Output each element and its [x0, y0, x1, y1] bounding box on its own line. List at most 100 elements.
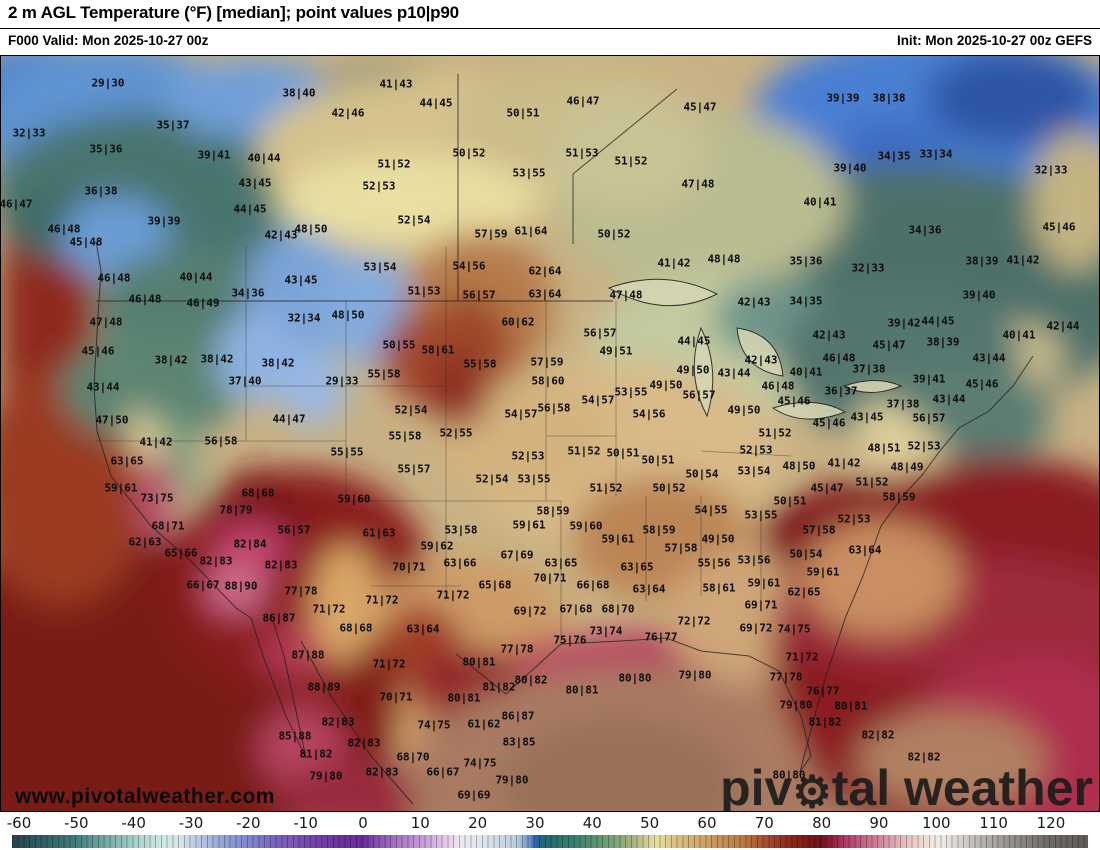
- point-value: 59|60: [569, 519, 603, 533]
- point-value: 68|68: [241, 486, 275, 500]
- point-value: 80|81: [834, 699, 868, 713]
- point-value: 53|55: [517, 472, 551, 486]
- point-value: 48|48: [707, 252, 741, 266]
- point-value: 82|82: [907, 750, 941, 764]
- point-value: 46|48: [761, 379, 795, 393]
- valid-time-label: F000 Valid: Mon 2025-10-27 00z: [8, 33, 209, 48]
- point-value: 42|43: [744, 353, 778, 367]
- point-value: 52|53: [837, 512, 871, 526]
- point-value: 55|58: [367, 367, 401, 381]
- point-value: 42|43: [264, 228, 298, 242]
- point-value: 69|72: [739, 621, 773, 635]
- header-divider: [0, 28, 1100, 29]
- point-value: 46|47: [0, 197, 33, 211]
- point-value: 49|50: [727, 403, 761, 417]
- point-value: 39|41: [197, 148, 231, 162]
- point-value: 76|77: [644, 630, 678, 644]
- point-value: 41|43: [379, 77, 413, 91]
- watermark-url: www.pivotalweather.com: [15, 785, 275, 808]
- point-value: 63|65: [110, 454, 144, 468]
- point-value: 82|84: [233, 537, 267, 551]
- point-value: 34|36: [908, 223, 942, 237]
- point-value: 36|38: [84, 184, 118, 198]
- point-value: 57|58: [802, 523, 836, 537]
- point-value: 40|41: [789, 365, 823, 379]
- point-value: 32|33: [851, 261, 885, 275]
- point-value: 72|72: [677, 614, 711, 628]
- point-value: 43|45: [284, 273, 318, 287]
- point-value: 55|55: [330, 445, 364, 459]
- point-value: 57|59: [474, 227, 508, 241]
- point-value: 56|58: [537, 401, 571, 415]
- point-value: 54|55: [694, 503, 728, 517]
- point-value: 58|59: [536, 504, 570, 518]
- point-value: 46|48: [128, 292, 162, 306]
- point-value: 33|34: [919, 147, 953, 161]
- point-value: 61|63: [362, 526, 396, 540]
- point-value: 35|36: [789, 254, 823, 268]
- point-value: 35|36: [89, 142, 123, 156]
- point-value: 52|54: [475, 472, 509, 486]
- point-value: 54|56: [452, 259, 486, 273]
- point-value: 67|68: [559, 602, 593, 616]
- point-value: 63|64: [848, 543, 882, 557]
- point-value: 59|61: [806, 565, 840, 579]
- point-value: 37|38: [886, 397, 920, 411]
- point-value: 44|47: [272, 412, 306, 426]
- point-value: 45|47: [683, 100, 717, 114]
- point-value: 80|82: [514, 673, 548, 687]
- point-value: 44|45: [419, 96, 453, 110]
- point-value: 79|80: [309, 769, 343, 783]
- point-value: 82|83: [264, 558, 298, 572]
- point-value: 82|83: [199, 554, 233, 568]
- colorbar-gradient: [12, 835, 1088, 848]
- point-value: 60|62: [501, 315, 535, 329]
- colorbar-tick: 70: [754, 814, 774, 832]
- point-value: 80|81: [565, 683, 599, 697]
- colorbar-tick: 100: [921, 814, 951, 832]
- point-value: 58|59: [882, 490, 916, 504]
- point-value: 51|52: [589, 481, 623, 495]
- point-value: 59|61: [512, 518, 546, 532]
- point-value: 63|65: [544, 556, 578, 570]
- point-value: 40|44: [179, 270, 213, 284]
- point-value: 81|82: [808, 715, 842, 729]
- point-value: 43|45: [850, 410, 884, 424]
- point-value: 56|57: [462, 288, 496, 302]
- point-value: 69|72: [513, 604, 547, 618]
- point-value: 56|58: [204, 434, 238, 448]
- point-value: 81|82: [482, 680, 516, 694]
- point-value: 29|30: [91, 76, 125, 90]
- map-canvas[interactable]: 29|30 38|40 41|43 44|45 46|47 45|47 39|39 38|38…: [0, 55, 1100, 812]
- point-value: 50|51: [773, 494, 807, 508]
- colorbar-tick: 30: [525, 814, 545, 832]
- point-value: 79|80: [678, 668, 712, 682]
- point-value: 45|46: [965, 377, 999, 391]
- point-value: 73|75: [140, 491, 174, 505]
- colorbar-tick: 90: [869, 814, 889, 832]
- point-value: 51|52: [614, 154, 648, 168]
- point-value: 77|78: [284, 584, 318, 598]
- point-value: 38|38: [872, 91, 906, 105]
- header-bar: 2 m AGL Temperature (°F) [median]; point…: [0, 0, 1100, 55]
- point-value: 79|80: [495, 773, 529, 787]
- point-value: 52|53: [511, 449, 545, 463]
- point-value: 49|50: [649, 378, 683, 392]
- pivotal-weather-watermark: piv⚙tal weather: [720, 759, 1093, 812]
- point-value: 70|71: [392, 560, 426, 574]
- point-value: 32|33: [12, 126, 46, 140]
- point-value: 52|55: [439, 426, 473, 440]
- point-value: 43|45: [238, 176, 272, 190]
- temperature-field: [1, 56, 1099, 811]
- point-value: 86|87: [262, 611, 296, 625]
- point-value: 47|48: [89, 315, 123, 329]
- point-value: 44|45: [921, 314, 955, 328]
- watermark-text-right: tal weather: [831, 760, 1093, 812]
- point-value: 74|75: [417, 718, 451, 732]
- point-value: 45|46: [812, 416, 846, 430]
- point-value: 45|46: [777, 394, 811, 408]
- point-value: 65|68: [478, 578, 512, 592]
- point-value: 53|55: [512, 166, 546, 180]
- point-value: 32|34: [287, 311, 321, 325]
- point-value: 53|54: [363, 260, 397, 274]
